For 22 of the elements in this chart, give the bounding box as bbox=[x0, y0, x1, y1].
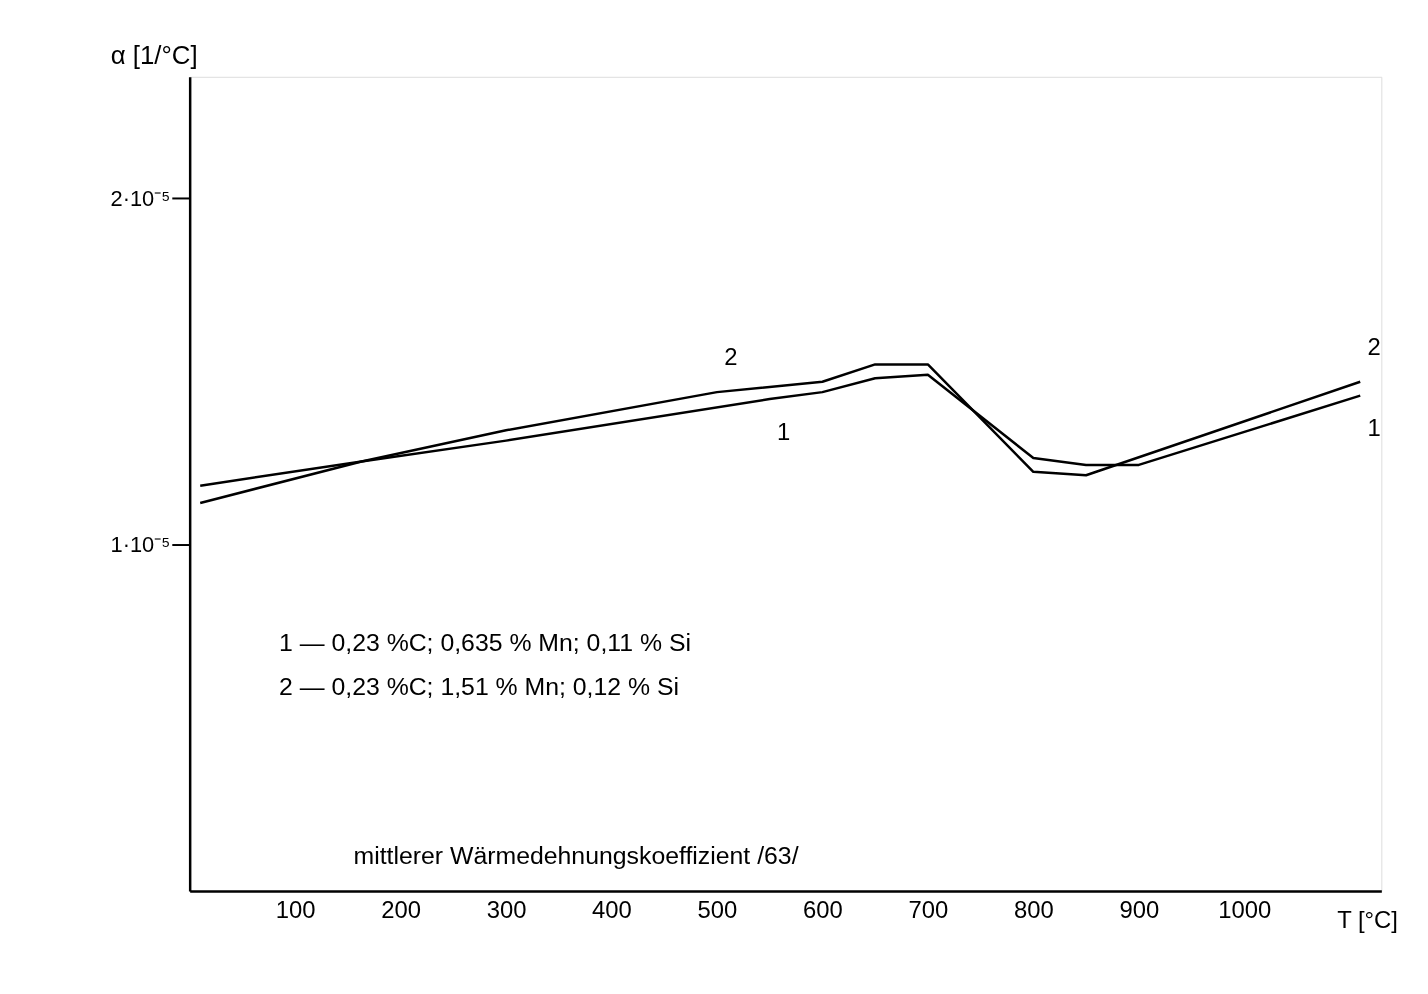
series-label: 1 bbox=[776, 417, 791, 445]
x-tick-label: 1000 bbox=[1218, 896, 1272, 924]
x-tick-label: 900 bbox=[1119, 896, 1160, 924]
annotation: 1 — 0,23 %C; 0,635 % Mn; 0,11 % Si bbox=[279, 628, 691, 656]
series-label: 2 bbox=[724, 343, 738, 371]
y-axis-title: α [1/°C] bbox=[110, 41, 198, 70]
annotation: 2 — 0,23 %C; 1,51 % Mn; 0,12 % Si bbox=[279, 673, 680, 701]
x-axis-title: T [°C] bbox=[1337, 906, 1398, 934]
annotation: mittlerer Wärmedehnungskoeffizient /63/ bbox=[353, 842, 799, 870]
y-tick-label: 2·10⁻⁵ bbox=[110, 185, 171, 211]
x-tick-label: 100 bbox=[275, 896, 316, 924]
x-tick-label: 500 bbox=[697, 896, 738, 924]
x-tick-label: 800 bbox=[1013, 896, 1054, 924]
x-tick-label: 300 bbox=[486, 896, 527, 924]
y-tick-label: 1·10⁻⁵ bbox=[110, 532, 171, 558]
line-series bbox=[198, 363, 1362, 505]
x-tick-label: 400 bbox=[592, 896, 632, 924]
text: 2 bbox=[1367, 332, 1381, 360]
x-tick-label: 700 bbox=[908, 896, 949, 924]
x-tick-label: 600 bbox=[803, 896, 843, 924]
text: 1 bbox=[1367, 414, 1381, 442]
x-tick-label: 200 bbox=[381, 896, 421, 924]
